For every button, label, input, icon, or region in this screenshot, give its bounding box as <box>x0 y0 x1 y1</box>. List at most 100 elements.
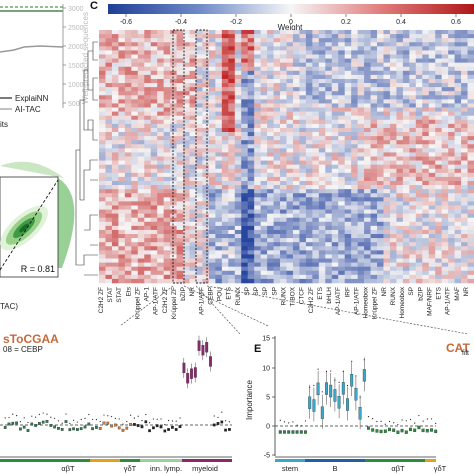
group-bar-segment <box>120 459 140 462</box>
panel-e-right-fragment: filt <box>462 350 469 357</box>
panel-d-boxplots <box>3 335 231 433</box>
panel-e-y-label: Importance <box>245 379 254 420</box>
group-bar-segment <box>182 459 232 462</box>
legend-explainnn: ExplaiNN <box>15 94 49 103</box>
colorbar <box>108 4 474 14</box>
heatmap-column-label: C2H2 ZF <box>308 287 315 313</box>
right-axis-tick-label: 1500 <box>68 63 84 70</box>
right-axis-tick-label: 2500 <box>68 25 84 32</box>
group-label: αβT <box>391 464 405 473</box>
dendrogram <box>75 41 98 276</box>
heatmap-column-label: NR <box>381 287 388 297</box>
colorbar-tick-label: 0.4 <box>396 19 406 26</box>
heatmap-column-label: bZIP <box>417 287 424 301</box>
connector-d <box>119 285 269 327</box>
right-axis-label: Well-predicted sequences <box>81 12 90 104</box>
y-tick-label: 0 <box>266 424 270 431</box>
colorbar-tick-label: 0.6 <box>451 19 461 26</box>
heatmap-column-label: bHLH <box>326 287 333 304</box>
heatmap-column-label: NR <box>189 287 196 297</box>
heatmap-column-label: AP-1/ATF <box>335 287 342 315</box>
panel-d-group-bar <box>0 459 232 462</box>
identity-line <box>0 179 59 271</box>
heatmap-column-label: Krüppel ZF <box>372 287 379 319</box>
panel-e-motif-logo: CAT <box>446 341 470 355</box>
heatmap-column-label: RUNX <box>280 286 287 305</box>
top-left-panel: 3000 2500 2000 1500 1000 500 Well-predicted s… <box>0 4 90 129</box>
legend-ai-tac: AI-TAC <box>15 105 41 114</box>
group-label: γδT <box>434 464 447 473</box>
heatmap-column-label: bZIP <box>180 287 187 301</box>
heatmap-column-label: SP <box>253 287 260 296</box>
y-tick-label: 5 <box>266 395 270 402</box>
heatmap-column-label: POU <box>217 287 224 301</box>
heatmap-column-label: Krüppel ZF <box>134 287 141 319</box>
colorbar-ticks: -0.6 -0.4 -0.2 0 0.2 0.4 0.6 <box>120 14 461 26</box>
heatmap-column-label: SP <box>244 287 251 296</box>
heatmap-column-label: Krüppel ZF <box>171 287 178 319</box>
panel-d: sToCGAA 08 = CEBP αβT γδT inn. lymp. myeloi… <box>0 332 232 473</box>
heatmap-column-label: T-BOX <box>290 286 297 306</box>
right-axis-tick-label: 500 <box>68 101 80 108</box>
scatter-r-value: R = 0.81 <box>21 264 55 274</box>
panel-c: C -0.6 -0.4 -0.2 0 0.2 0.4 0.6 Weight C2H2 ZF S… <box>75 0 474 319</box>
x-axis-label-fragment: its <box>0 120 8 129</box>
top-density <box>0 161 64 178</box>
right-axis-tick-label: 1000 <box>68 82 84 89</box>
heatmap-column-label: AP-1/ATF <box>198 287 205 315</box>
y-tick-label: -5 <box>264 453 270 460</box>
motif-logo: sToCGAA <box>3 332 59 346</box>
heatmap-column-label: MAF <box>454 287 461 301</box>
group-bar-segment <box>0 459 90 462</box>
heatmap-column-labels: C2H2 ZF STAT STAT Ets Krüppel ZF AP-1 AP-1/ATF… <box>98 286 470 319</box>
heatmap-column-label: C2H2 ZF <box>162 287 169 313</box>
right-axis-ticks: 3000 2500 2000 1500 1000 500 <box>63 6 84 108</box>
heatmap-column-label: ETS <box>226 286 233 299</box>
heatmap-column-label: AP-1 <box>144 287 151 302</box>
colorbar-tick-label: 0 <box>289 19 293 26</box>
group-bar-segment <box>365 459 425 462</box>
group-label: stem <box>282 464 298 473</box>
colorbar-title: Weight <box>278 23 304 32</box>
group-label: inn. lymp. <box>150 464 182 473</box>
panel-e-y-ticks: 15 10 5 0 -5 <box>262 336 275 460</box>
heatmap-column-label: CTCF <box>299 287 306 304</box>
heatmap-column-label: NR <box>463 287 470 297</box>
group-bar-segment <box>305 459 365 462</box>
group-bar-segment <box>90 459 120 462</box>
heatmap-column-label: AP-1/ATF <box>445 287 452 315</box>
heatmap-column-label: RUNX <box>390 286 397 305</box>
heatmap-column-label: AP-1/ATF <box>153 287 160 315</box>
panel-e-group-bar <box>275 459 436 462</box>
group-label: γδT <box>124 464 137 473</box>
heatmap-column-label: RUNX <box>235 286 242 305</box>
heatmap-column-label: C2H2 ZF <box>98 287 105 313</box>
heatmap-column-label: Homeobox <box>363 286 370 318</box>
heatmap-column-label: IRF <box>344 287 351 298</box>
panel-c-letter: C <box>90 0 98 12</box>
heatmap <box>99 30 474 284</box>
heatmap-column-label: AP-1/ATF <box>353 287 360 315</box>
heatmap-column-label: SP <box>408 287 415 296</box>
motif-label: 08 = CEBP <box>3 345 43 354</box>
highlight-box-d <box>172 29 185 284</box>
panel-e-letter: E <box>254 343 261 355</box>
heatmap-column-label: Homeobox <box>399 286 406 318</box>
right-axis-tick-label: 3000 <box>68 6 84 13</box>
group-label: αβT <box>61 464 75 473</box>
scatter-x-label-fragment: TAC) <box>0 302 18 311</box>
heatmap-column-label: CEBP <box>207 287 214 305</box>
colorbar-tick-label: -0.2 <box>230 19 242 26</box>
colorbar-tick-label: -0.6 <box>120 19 132 26</box>
group-label: myeloid <box>192 464 218 473</box>
highlight-box-e <box>195 29 208 284</box>
colorbar-tick-label: -0.4 <box>175 19 187 26</box>
connector-e <box>195 285 469 335</box>
heatmap-column-label: STAT <box>107 287 114 303</box>
heatmap-column-label: ETS <box>317 286 324 299</box>
panel-e-boxplots <box>278 357 438 434</box>
group-bar-segment <box>140 459 182 462</box>
